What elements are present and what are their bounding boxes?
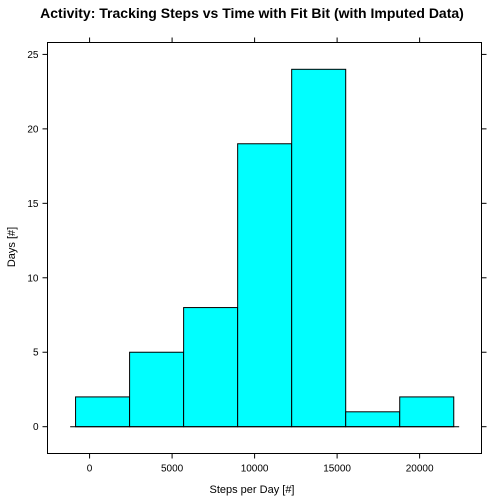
y-tick-label: 20 [27, 124, 39, 135]
bar-1 [75, 396, 131, 428]
bar-6 [345, 411, 401, 428]
bar-4 [237, 143, 293, 428]
y-axis-label: Days [#] [6, 227, 18, 267]
bar-3 [183, 307, 239, 428]
x-tick-label: 5000 [161, 464, 184, 475]
bars-layer [75, 68, 455, 428]
y-tick-label: 5 [33, 348, 39, 359]
x-tick-label: 0 [87, 464, 93, 475]
x-tick-label: 20000 [406, 464, 434, 475]
y-tick-label: 10 [27, 273, 39, 284]
y-tick-label: 15 [27, 199, 39, 210]
y-tick-label: 0 [33, 422, 39, 433]
bar-7 [399, 396, 455, 428]
plot-frame [47, 42, 482, 454]
x-tick-label: 15000 [323, 464, 351, 475]
ticks-layer: 0 5000 10000 15000 20000 0 5 10 15 20 25 [27, 37, 487, 475]
x-axis-label: Steps per Day [#] [210, 484, 295, 496]
y-tick-label: 25 [27, 50, 39, 61]
bar-5 [291, 68, 347, 428]
bar-2 [129, 351, 185, 428]
chart-title: Activity: Tracking Steps vs Time with Fi… [40, 5, 464, 21]
x-tick-label: 10000 [241, 464, 269, 475]
